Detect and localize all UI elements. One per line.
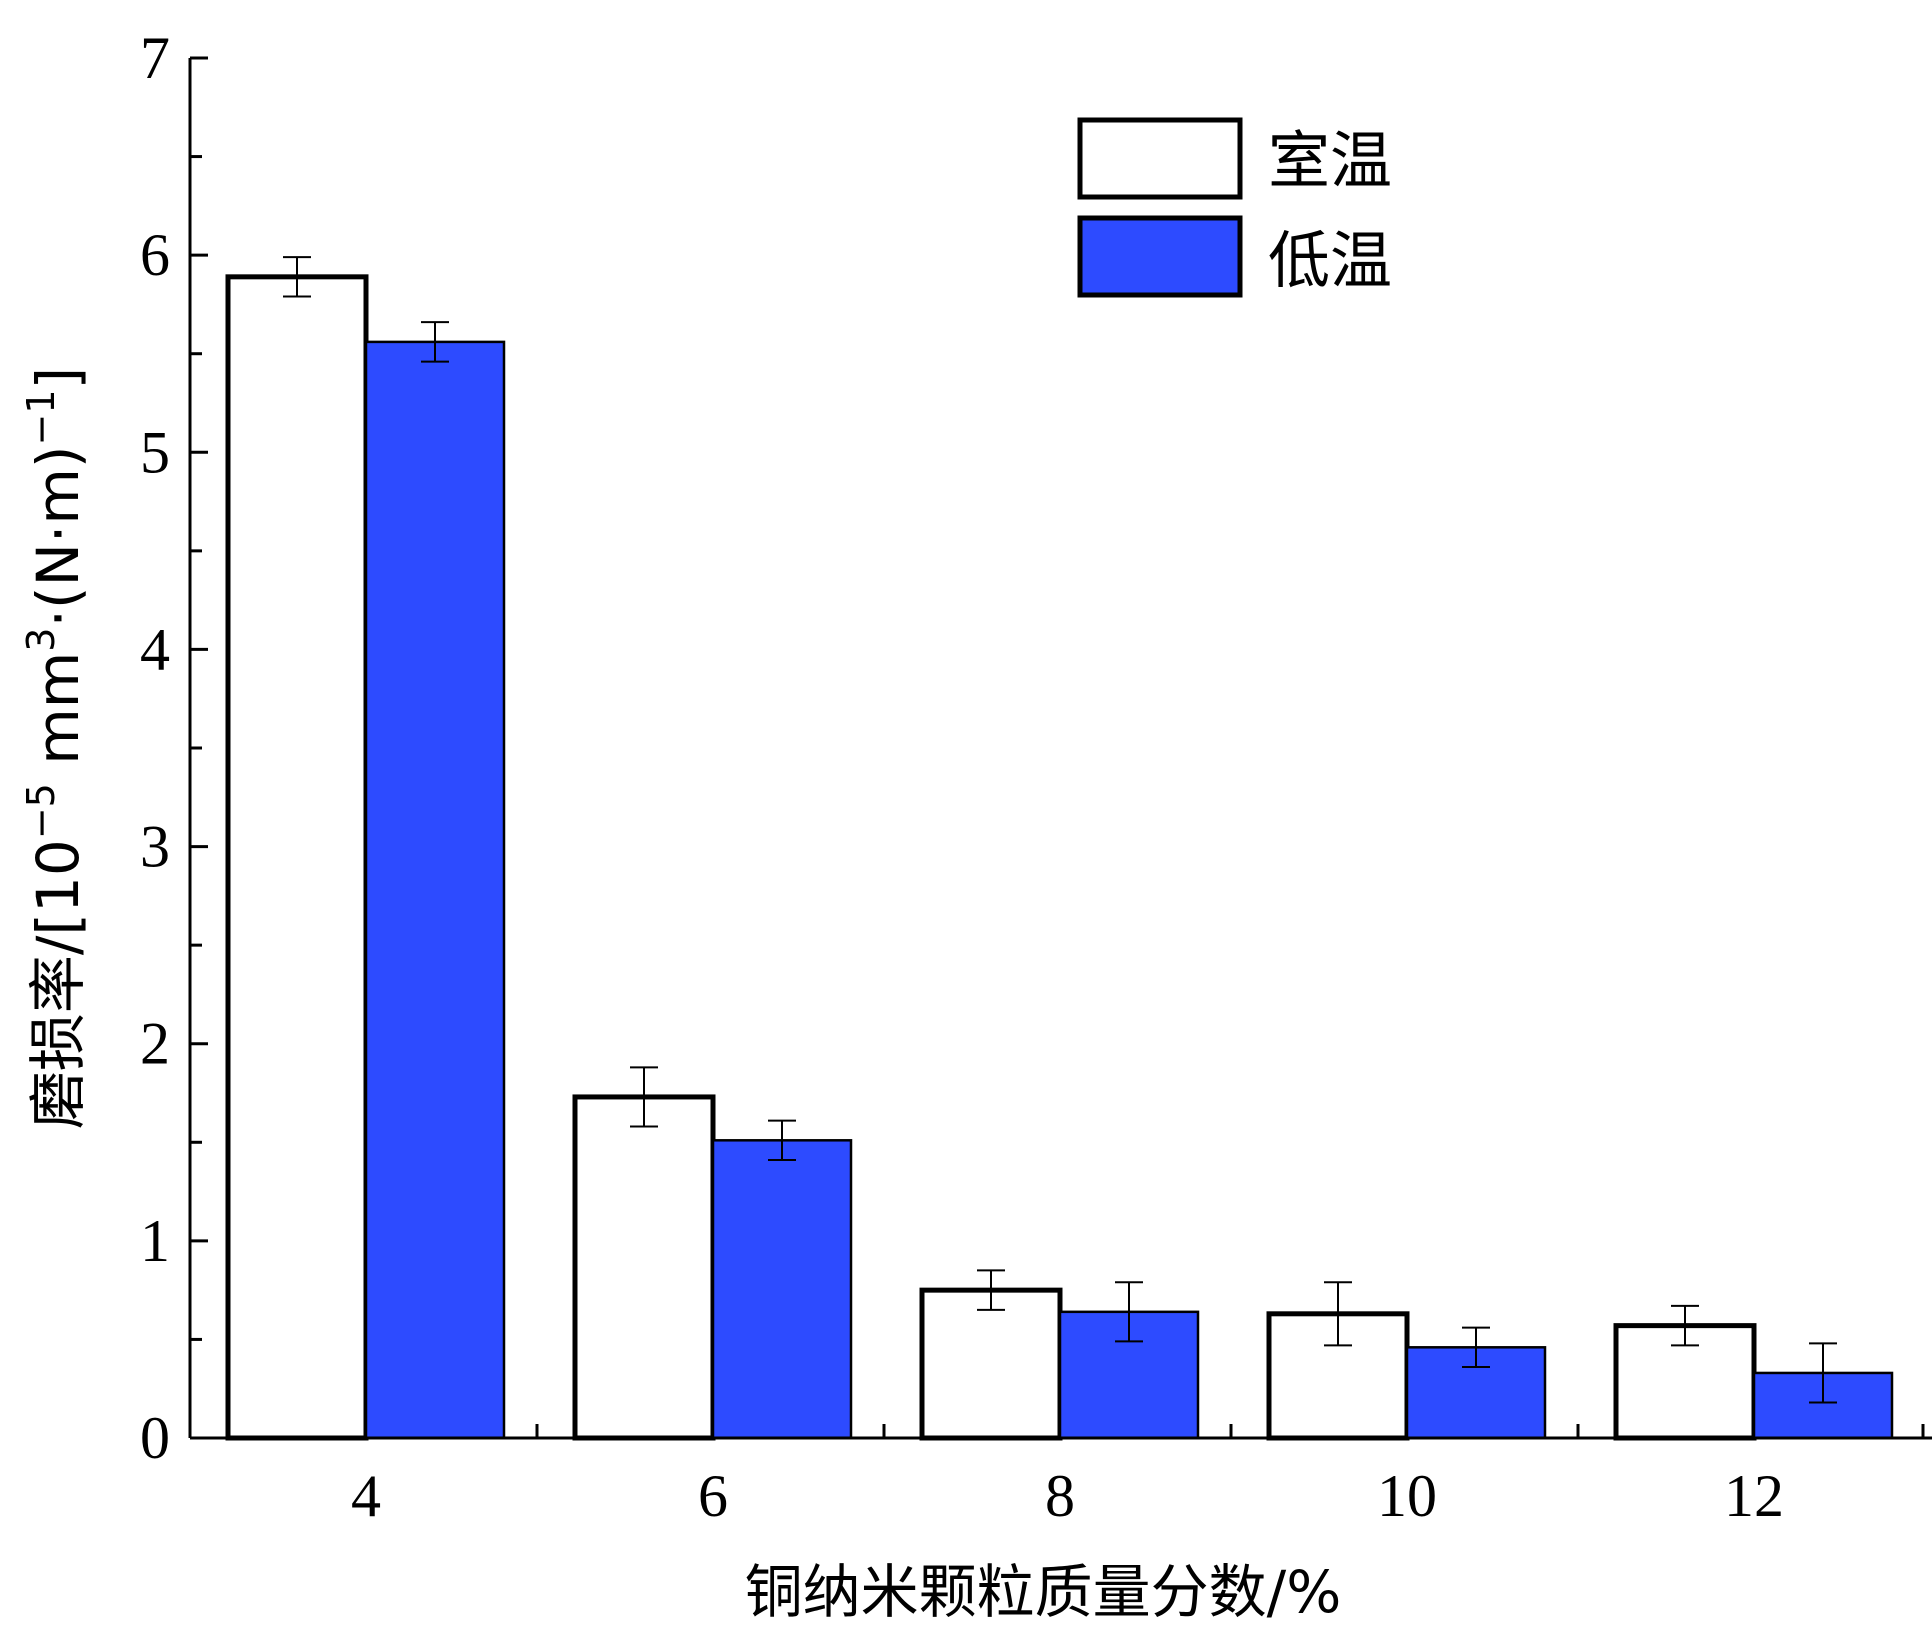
bar-room-temp-4 bbox=[225, 274, 369, 1441]
y-tick-label-7: 7 bbox=[140, 25, 170, 91]
error-bar-low-temp-10 bbox=[1462, 1326, 1490, 1369]
y-tick-label-3: 3 bbox=[140, 814, 170, 880]
error-bar-low-temp-12 bbox=[1809, 1342, 1837, 1404]
legend-label-low-temp: 低温 bbox=[1268, 224, 1392, 297]
x-ticks: 4 6 8 10 12 bbox=[351, 1424, 1925, 1529]
y-tick-label-0: 0 bbox=[140, 1405, 170, 1471]
x-tick-label-8: 8 bbox=[1045, 1463, 1075, 1529]
error-bar-low-temp-8 bbox=[1115, 1281, 1143, 1343]
y-tick-label-5: 5 bbox=[140, 419, 170, 485]
y-axis-title-suffix: ] bbox=[24, 367, 92, 390]
y-tick-label-6: 6 bbox=[140, 222, 170, 288]
y-axis-title-mid2: ·(N·m) bbox=[24, 446, 92, 628]
bar-low-temp-4 bbox=[364, 340, 506, 1440]
bar-low-temp-6 bbox=[711, 1139, 853, 1440]
x-tick-label-6: 6 bbox=[698, 1463, 728, 1529]
legend-swatch-room-temp bbox=[1077, 117, 1243, 200]
error-bar-room-temp-8 bbox=[977, 1269, 1005, 1311]
error-bar-low-temp-6 bbox=[768, 1119, 796, 1162]
y-ticks: 0 1 2 3 4 5 6 7 bbox=[140, 25, 208, 1471]
y-axis-title-prefix: 磨损率/[10 bbox=[24, 839, 92, 1129]
error-bar-room-temp-4 bbox=[283, 256, 311, 298]
y-axis-title-exp3: −1 bbox=[19, 389, 63, 445]
legend-swatch-low-temp bbox=[1077, 215, 1243, 298]
y-axis-title-exp2: 3 bbox=[19, 628, 63, 652]
x-tick-label-10: 10 bbox=[1377, 1463, 1437, 1529]
plot-area bbox=[225, 274, 1894, 1441]
error-bars bbox=[283, 256, 1837, 1404]
error-bar-room-temp-12 bbox=[1671, 1304, 1699, 1347]
y-axis-title: 磨损率/[10−5 mm3·(N·m)−1] bbox=[19, 367, 92, 1129]
legend: 室温 低温 bbox=[1077, 117, 1392, 298]
x-tick-label-12: 12 bbox=[1724, 1463, 1784, 1529]
error-bar-room-temp-6 bbox=[630, 1066, 658, 1128]
y-tick-label-4: 4 bbox=[140, 616, 170, 682]
y-axis-title-exp1: −5 bbox=[19, 783, 63, 839]
error-bar-room-temp-10 bbox=[1324, 1281, 1352, 1347]
x-tick-label-4: 4 bbox=[351, 1463, 381, 1529]
legend-label-room-temp: 室温 bbox=[1268, 124, 1392, 197]
x-axis-title: 铜纳米颗粒质量分数/% bbox=[745, 1558, 1342, 1626]
bar-room-temp-6 bbox=[572, 1094, 716, 1441]
y-axis-title-mid: mm bbox=[24, 652, 92, 783]
error-bar-low-temp-4 bbox=[421, 321, 449, 363]
y-tick-label-1: 1 bbox=[140, 1208, 170, 1274]
y-tick-label-2: 2 bbox=[140, 1011, 170, 1077]
bar-room-temp-8 bbox=[919, 1287, 1063, 1441]
